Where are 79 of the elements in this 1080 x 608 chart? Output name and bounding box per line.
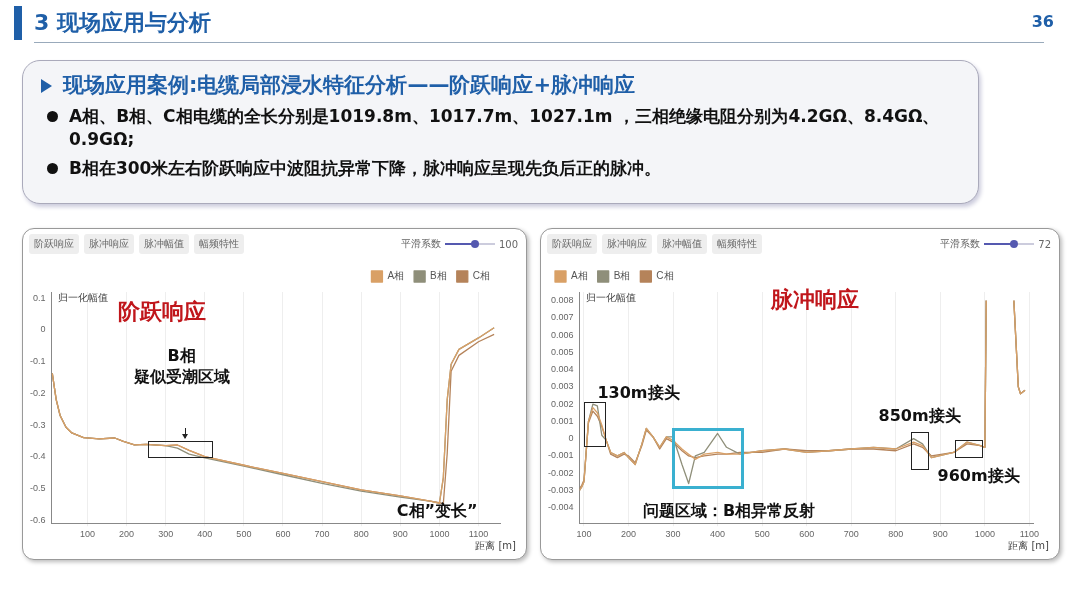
text: 100 — [498, 238, 518, 250]
y-axis-title: 归一化幅值 — [57, 291, 108, 303]
y-tick-label: -0.004 — [547, 502, 574, 513]
x-tick-label: 700 — [843, 529, 859, 540]
text: 36 — [1031, 12, 1054, 31]
text: 现场应用案例:电缆局部浸水特征分析——阶跃响应+脉冲响应 — [63, 72, 635, 99]
annotation: C相”变长” — [396, 500, 478, 520]
x-tick-label: 300 — [158, 529, 174, 540]
x-tick-label: 900 — [392, 529, 408, 540]
legend-label: A相 — [387, 270, 405, 282]
legend-label: A相 — [571, 270, 588, 282]
y-tick-label: 0.001 — [550, 415, 574, 426]
text: 平滑系数 — [940, 237, 981, 251]
y-tick-label: -0.001 — [547, 450, 574, 461]
x-tick-label: 800 — [353, 529, 369, 540]
x-tick-label: 1100 — [468, 529, 489, 540]
text: 阶跃响应 — [547, 234, 597, 254]
legend-label: B相 — [613, 270, 631, 282]
chart-title: 阶跃响应 — [118, 298, 206, 326]
x-axis-title: 距离 [m] — [475, 539, 517, 551]
y-tick-label: -0.4 — [29, 451, 46, 462]
text: 脉冲响应 — [84, 234, 134, 254]
y-axis-title: 归一化幅值 — [585, 291, 636, 303]
legend-label: C相 — [656, 270, 674, 282]
x-tick-label: 300 — [665, 529, 681, 540]
y-tick-label: -0.1 — [29, 356, 46, 367]
text: 脉冲响应 — [602, 234, 652, 254]
x-tick-label: 100 — [576, 529, 592, 540]
legend-label: B相 — [430, 270, 447, 282]
x-tick-label: 700 — [314, 529, 330, 540]
x-tick-label: 100 — [79, 529, 95, 540]
x-tick-label: 500 — [236, 529, 252, 540]
y-tick-label: 0 — [40, 324, 46, 335]
text: 幅频特性 — [194, 234, 244, 254]
y-tick-label: -0.6 — [29, 514, 46, 525]
x-tick-label: 600 — [799, 529, 815, 540]
y-tick-label: -0.002 — [547, 467, 574, 478]
text: 幅频特性 — [712, 234, 762, 254]
y-tick-label: 0.008 — [550, 295, 574, 306]
text: A相、B相、C相电缆的全长分别是1019.8m、1017.7m、1027.1m ，三相绝缘电阻分别为4.2GΩ、8.4GΩ、0.9GΩ; — [68, 105, 941, 151]
text: 脉冲幅值 — [139, 234, 189, 254]
x-tick-label: 800 — [888, 529, 904, 540]
x-tick-label: 400 — [710, 529, 726, 540]
chart-title: 脉冲响应 — [771, 286, 859, 314]
y-tick-label: 0.002 — [550, 398, 574, 409]
y-tick-label: 0.004 — [550, 364, 574, 375]
x-tick-label: 1100 — [1019, 529, 1040, 540]
annotation: 850m接头 — [878, 406, 961, 425]
text: 72 — [1038, 238, 1051, 250]
x-tick-label: 1000 — [429, 529, 450, 540]
y-tick-label: -0.3 — [29, 419, 46, 430]
text: 阶跃响应 — [29, 234, 79, 254]
x-tick-label: 200 — [119, 529, 135, 540]
annotation: 960m接头 — [937, 466, 1020, 486]
y-tick-label: -0.5 — [29, 482, 46, 493]
y-tick-label: 0.1 — [32, 292, 46, 303]
text: B相在300米左右阶跃响应中波阻抗异常下降，脉冲响应呈现先负后正的脉冲。 — [68, 157, 663, 180]
text: 3 现场应用与分析 — [34, 9, 211, 37]
x-tick-label: 900 — [932, 529, 948, 540]
text: 平滑系数 — [400, 237, 441, 251]
x-tick-label: 200 — [621, 529, 637, 540]
legend-label: C相 — [472, 270, 491, 282]
x-tick-label: 500 — [754, 529, 770, 540]
y-tick-label: 0.005 — [550, 346, 574, 357]
y-tick-label: 0.007 — [550, 312, 574, 323]
x-axis-title: 距离 [m] — [1008, 539, 1050, 551]
x-tick-label: 1000 — [974, 529, 995, 540]
x-tick-label: 600 — [275, 529, 291, 540]
y-tick-label: 0.006 — [550, 329, 574, 340]
annotation: 问题区域：B相异常反射 — [643, 500, 816, 520]
y-tick-label: -0.2 — [29, 387, 46, 398]
y-tick-label: -0.003 — [547, 484, 574, 495]
text: 脉冲幅值 — [657, 234, 707, 254]
y-tick-label: 0.003 — [550, 381, 574, 392]
x-tick-label: 400 — [197, 529, 213, 540]
annotation: 疑似受潮区域 — [132, 366, 230, 386]
annotation: 130m接头 — [597, 382, 680, 402]
y-tick-label: 0 — [568, 433, 574, 444]
annotation: B相 — [167, 345, 196, 365]
